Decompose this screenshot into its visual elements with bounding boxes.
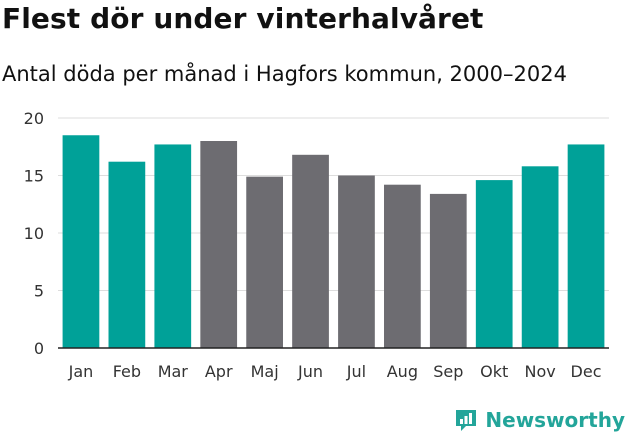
x-tick-label: Mar [158,362,189,381]
x-tick-label: Maj [251,362,279,381]
x-tick-label: Sep [433,362,463,381]
x-tick: Dec [571,362,602,381]
x-tick: Apr [205,362,233,381]
bar-feb [108,161,146,348]
newsworthy-brand: Newsworthy [453,407,625,433]
bar-dec [567,144,605,348]
x-tick: Feb [113,362,141,381]
bar-aug [384,184,421,348]
x-tick-label: Nov [525,362,556,381]
bar-mar [154,144,192,348]
brand-name: Newsworthy [485,408,625,432]
x-tick-label: Jan [68,362,94,381]
x-tick-label: Dec [571,362,602,381]
bar-okt [475,180,513,348]
x-tick-label: Jun [297,362,323,381]
x-tick: Okt [480,362,508,381]
newsworthy-logo-icon [456,410,477,431]
bar-nov [521,166,559,348]
x-tick: Jun [297,362,323,381]
y-tick-label: 15 [24,167,44,186]
x-tick-label: Apr [205,362,233,381]
x-tick-label: Okt [480,362,508,381]
gridlines [58,117,609,291]
y-tick: 0 [34,339,44,358]
x-tick-label: Jul [346,362,366,381]
bar-jul [338,175,375,348]
chart-subtitle: Antal döda per månad i Hagfors kommun, 2… [2,62,567,86]
x-tick-label: Feb [113,362,141,381]
bar-sep [429,193,467,348]
bar-jun [292,154,329,348]
x-tick: Aug [387,362,418,381]
y-tick-label: 0 [34,339,44,358]
x-tick: Jan [68,362,94,381]
axes: 0 5 10 15 20 Jan Feb Mar Apr Maj Jun Jul Aug Sep Okt No… [24,109,609,381]
bars [62,135,605,348]
y-tick-label: 10 [24,224,44,243]
y-tick: 15 [24,167,44,186]
chart-title: Flest dör under vinterhalvåret [2,2,484,35]
bar-apr [200,141,238,348]
x-tick: Nov [525,362,556,381]
y-tick: 20 [24,109,44,128]
x-tick: Maj [251,362,279,381]
x-tick: Sep [433,362,463,381]
x-tick: Mar [158,362,189,381]
x-tick: Jul [346,362,366,381]
y-tick-label: 20 [24,109,44,128]
bar-maj [246,176,283,348]
y-tick: 5 [34,282,44,301]
y-tick-label: 5 [34,282,44,301]
x-tick-label: Aug [387,362,418,381]
bar-jan [62,135,100,348]
y-tick: 10 [24,224,44,243]
